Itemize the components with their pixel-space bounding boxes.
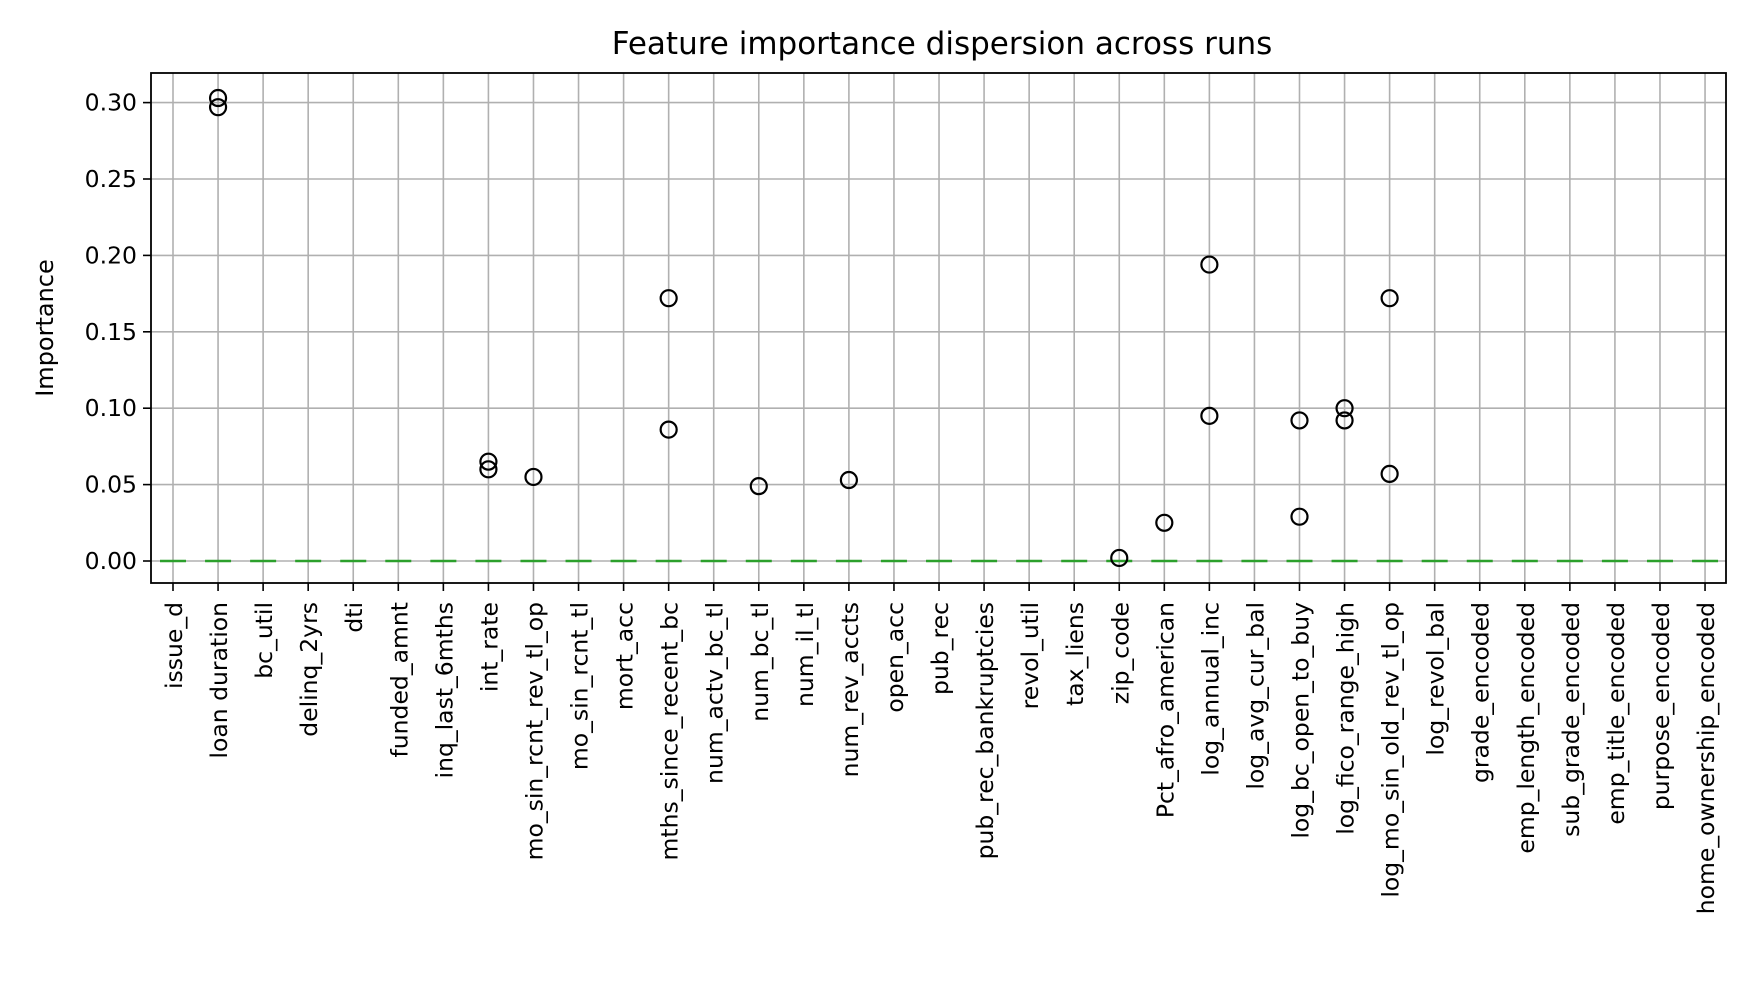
y-axis-label: Importance <box>31 259 59 397</box>
outlier-point <box>1290 507 1309 526</box>
outlier-point <box>1380 464 1399 484</box>
outlier-points <box>208 88 1399 568</box>
x-tick-label: num_rev_accts <box>836 602 864 777</box>
x-tick-label: mths_since_recent_bc <box>656 602 684 860</box>
outlier-point <box>208 88 228 108</box>
outlier-point <box>208 98 228 117</box>
outlier-point <box>659 420 678 439</box>
outlier-point <box>839 470 859 490</box>
x-tick-label: Pct_afro_american <box>1151 602 1179 818</box>
x-tick-label: log_bc_open_to_buy <box>1287 602 1315 839</box>
x-tick-label: tax_liens <box>1061 602 1089 706</box>
outlier-point <box>1200 406 1219 425</box>
x-tick-label: mo_sin_rcnt_rev_tl_op <box>520 602 548 860</box>
outlier-point <box>1380 289 1399 308</box>
x-tick-label: issue_d <box>160 602 188 689</box>
y-tick-label: 0.30 <box>85 89 137 117</box>
outlier-point <box>1335 411 1354 430</box>
outlier-point <box>1110 548 1129 568</box>
y-tick-label: 0.00 <box>85 547 137 575</box>
outlier-point <box>749 477 768 496</box>
grid-lines <box>151 73 1726 583</box>
x-tick-label: num_il_tl <box>791 602 819 707</box>
x-tick-label: funded_amnt <box>385 602 413 758</box>
x-tick-label: num_bc_tl <box>746 602 774 722</box>
x-tick-label: grade_encoded <box>1467 602 1495 783</box>
outlier-point <box>479 452 498 471</box>
x-tick-label: inq_last_6mths <box>430 602 458 778</box>
x-tick-label: emp_title_encoded <box>1602 602 1630 825</box>
x-tick-label: open_acc <box>881 602 909 713</box>
x-tick-label: log_mo_sin_old_rev_tl_op <box>1377 602 1405 898</box>
y-tick-label: 0.15 <box>85 318 137 346</box>
x-tick-label: int_rate <box>475 602 503 692</box>
x-tick-label: num_actv_bc_tl <box>701 602 729 784</box>
x-tick-label: home_ownership_encoded <box>1692 602 1720 914</box>
y-tick-label: 0.10 <box>85 394 137 422</box>
outlier-point <box>659 289 678 308</box>
x-tick-label: mo_sin_rcnt_tl <box>566 602 594 770</box>
outlier-point <box>479 460 498 479</box>
outlier-point <box>1335 399 1354 418</box>
x-tick-label: mort_acc <box>611 602 639 710</box>
x-tick-label: pub_rec_bankruptcies <box>971 602 999 859</box>
x-tick-label: zip_code <box>1106 602 1134 704</box>
y-tick-label: 0.25 <box>85 165 137 193</box>
x-tick-label: log_avg_cur_bal <box>1241 602 1269 790</box>
x-tick-label: pub_rec <box>926 602 954 695</box>
outlier-point <box>1290 411 1309 430</box>
x-tick-label: purpose_encoded <box>1647 602 1675 810</box>
outlier-point <box>524 467 543 487</box>
x-tick-label: emp_length_encoded <box>1512 602 1540 854</box>
x-tick-label: loan duration <box>205 602 233 759</box>
y-tick-label: 0.05 <box>85 471 137 499</box>
x-tick-label: dti <box>340 602 368 633</box>
x-tick-label: revol_util <box>1016 602 1044 709</box>
x-axis: issue_d loan duration bc_util delinq_2yrs dt… <box>160 583 1720 914</box>
outlier-point <box>1155 513 1174 532</box>
x-tick-label: log_revol_bal <box>1422 602 1450 756</box>
x-tick-label: log_fico_range_high <box>1332 602 1360 835</box>
x-tick-label: sub_grade_encoded <box>1557 602 1585 837</box>
chart-title: Feature importance dispersion across run… <box>612 26 1273 62</box>
x-tick-label: log_annual_inc <box>1196 602 1224 776</box>
outlier-point <box>1200 255 1219 274</box>
y-tick-label: 0.20 <box>85 241 137 269</box>
x-tick-label: delinq_2yrs <box>295 602 323 737</box>
y-axis: 0.00 0.05 0.10 0.15 0.20 0.25 0.30 <box>85 89 151 575</box>
x-tick-label: bc_util <box>250 602 278 679</box>
